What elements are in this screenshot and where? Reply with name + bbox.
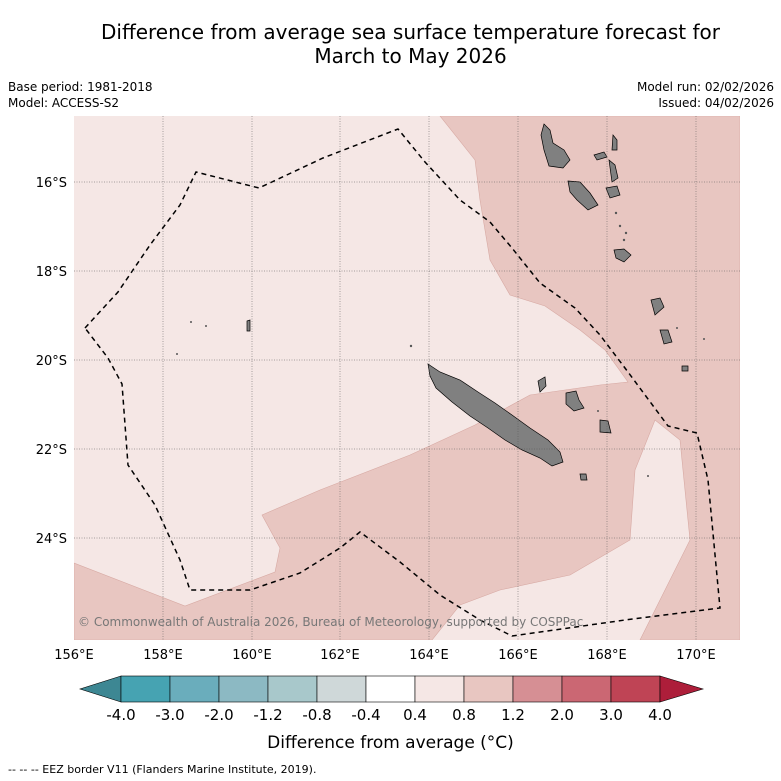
colorbar-over-arrow xyxy=(659,675,705,703)
colorbar-tick-label: -0.4 xyxy=(351,706,380,724)
colorbar-tick-label: 3.0 xyxy=(599,706,623,724)
colorbar-tick-label: -0.8 xyxy=(302,706,331,724)
colorbar-tick-label: 1.2 xyxy=(501,706,525,724)
x-axis-ticks: 156°E 158°E 160°E 162°E 164°E 166°E 168°… xyxy=(54,648,716,663)
copyright-notice: © Commonwealth of Australia 2026, Bureau… xyxy=(78,615,583,629)
y-axis-ticks: 16°S 18°S 20°S 22°S 24°S xyxy=(36,176,67,547)
eez-border xyxy=(84,128,721,637)
colorbar-tick-label: -1.2 xyxy=(253,706,282,724)
colorbar-segment xyxy=(365,675,416,703)
colorbar-tick-label: -4.0 xyxy=(106,706,135,724)
vanuatu-pentecost xyxy=(608,159,619,183)
vanuatu-espiritu-santo xyxy=(540,123,571,169)
vanuatu-tanna xyxy=(659,329,673,345)
x-tick-label: 158°E xyxy=(143,648,183,663)
x-tick-label: 166°E xyxy=(498,648,538,663)
colorbar-tick-labels: -4.0 -3.0 -2.0 -1.2 -0.8 -0.4 0.4 0.8 1.2 2.0 3.0 4… xyxy=(106,706,672,724)
x-tick-label: 170°E xyxy=(676,648,716,663)
y-tick-label: 18°S xyxy=(36,265,67,280)
colorbar-segment xyxy=(120,675,171,703)
colorbar-tick-label: -2.0 xyxy=(204,706,233,724)
x-tick-label: 160°E xyxy=(232,648,272,663)
model-run: Model run: 02/02/2026 xyxy=(636,80,774,94)
colorbar-tick-label: -3.0 xyxy=(155,706,184,724)
y-tick-label: 16°S xyxy=(36,176,67,191)
isle-of-pines xyxy=(579,473,588,481)
island-ouvea xyxy=(537,376,547,393)
vanuatu-efate xyxy=(613,248,632,263)
colorbar xyxy=(79,675,705,703)
new-caledonia xyxy=(427,363,564,467)
island-lifou-south xyxy=(599,419,612,434)
base-period: Base period: 1981-2018 xyxy=(8,80,153,94)
graticule xyxy=(74,116,740,640)
y-tick-label: 24°S xyxy=(36,532,67,547)
eez-legend: -- -- -- EEZ border V11 (Flanders Marine… xyxy=(8,763,317,776)
colorbar-segment xyxy=(218,675,269,703)
vanuatu-erromango xyxy=(650,297,665,316)
colorbar-segment xyxy=(512,675,563,703)
colorbar-tick-label: 0.4 xyxy=(403,706,427,724)
colorbar-segment xyxy=(169,675,220,703)
colorbar-tick-label: 2.0 xyxy=(550,706,574,724)
colorbar-segment xyxy=(316,675,367,703)
x-tick-label: 168°E xyxy=(587,648,627,663)
vanuatu-maewo xyxy=(611,134,618,151)
x-tick-label: 162°E xyxy=(320,648,360,663)
colorbar-segment xyxy=(414,675,465,703)
x-tick-label: 164°E xyxy=(409,648,449,663)
colorbar-segment xyxy=(267,675,318,703)
loyalty-islands xyxy=(565,390,585,412)
land-islands xyxy=(246,123,689,481)
model-name: Model: ACCESS-S2 xyxy=(8,96,120,110)
colorbar-tick-label: 4.0 xyxy=(648,706,672,724)
y-tick-label: 20°S xyxy=(36,354,67,369)
colorbar-label: Difference from average (°C) xyxy=(267,733,514,753)
x-tick-label: 156°E xyxy=(54,648,94,663)
chesterfield-islands xyxy=(246,319,251,332)
vanuatu-aneityum xyxy=(681,365,689,372)
anomaly-region-mid xyxy=(74,116,740,640)
small-islets xyxy=(176,211,705,477)
colorbar-tick-label: 0.8 xyxy=(452,706,476,724)
vanuatu-malekula xyxy=(567,180,599,211)
y-tick-label: 22°S xyxy=(36,443,67,458)
chart-title-line-1: Difference from average sea surface temp… xyxy=(100,20,720,44)
colorbar-segment xyxy=(561,675,612,703)
vanuatu-epi xyxy=(605,185,621,199)
colorbar-segment xyxy=(463,675,514,703)
colorbar-segment xyxy=(610,675,661,703)
issued-date: Issued: 04/02/2026 xyxy=(658,96,774,110)
colorbar-under-arrow xyxy=(79,675,122,703)
chart-title-line-2: March to May 2026 xyxy=(314,44,507,68)
